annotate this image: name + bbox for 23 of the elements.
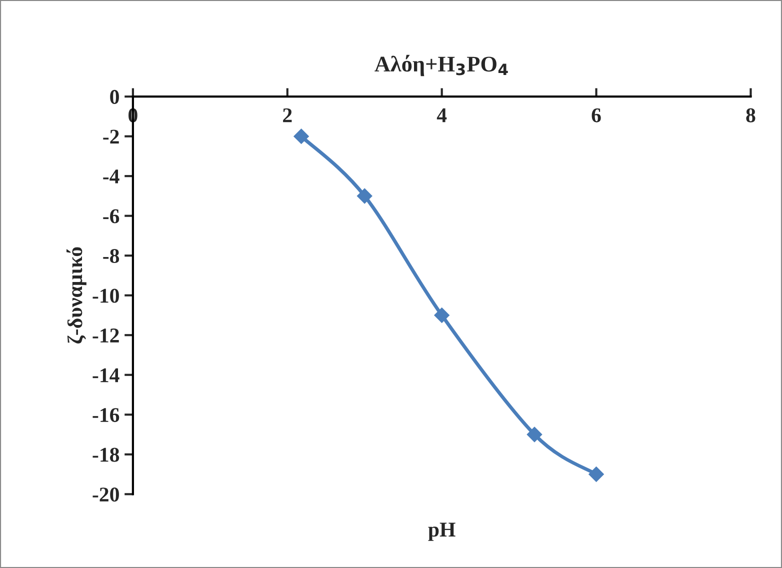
y-tick-label: -10 xyxy=(92,288,119,303)
y-tick-label: -6 xyxy=(103,209,120,224)
point xyxy=(357,188,372,204)
point xyxy=(434,308,450,323)
x-tick-label: 8 xyxy=(746,108,756,122)
y-tick-label: -20 xyxy=(92,488,119,502)
x-tick-label: 4 xyxy=(436,108,447,122)
y-tick-label: -16 xyxy=(92,408,120,422)
point xyxy=(294,128,309,144)
x-tick-label: 6 xyxy=(592,108,601,122)
chart-title: Αλόη+H$_{3}$PO$_{4}$ xyxy=(374,54,508,76)
point xyxy=(526,426,542,442)
point xyxy=(588,466,604,482)
x-tick-label: 2 xyxy=(283,108,292,122)
y-tick-label: -4 xyxy=(103,170,120,184)
y-tick-label: -2 xyxy=(103,130,119,144)
y-axis-title: ζ-δυναμικό xyxy=(66,247,86,344)
y-tick-label: -18 xyxy=(92,448,120,462)
y-tick-label: -8 xyxy=(103,248,120,264)
y-tick-label: -12 xyxy=(92,328,119,342)
y-tick-label: 0 xyxy=(110,90,119,104)
y-tick-label: -14 xyxy=(92,368,120,382)
x-axis-title: pH xyxy=(428,522,456,541)
